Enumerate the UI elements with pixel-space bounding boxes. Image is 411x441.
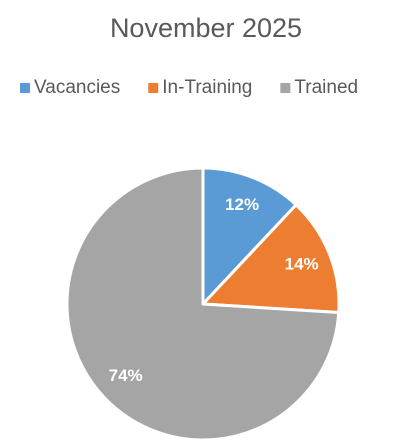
data-label: 12% [225,195,259,214]
legend-label: Vacancies [34,77,120,98]
pie-slice [201,203,341,315]
data-label: 14% [285,254,319,273]
data-label: 74% [109,366,143,385]
chart-title: November 2025 [110,13,302,43]
legend-label: Trained [294,77,358,98]
legend-swatch [20,83,30,93]
legend-label: In-Training [162,77,252,98]
pie-slice [65,166,341,441]
legend-swatch [280,83,291,93]
pie-slice [201,166,298,306]
legend-swatch [148,83,159,93]
